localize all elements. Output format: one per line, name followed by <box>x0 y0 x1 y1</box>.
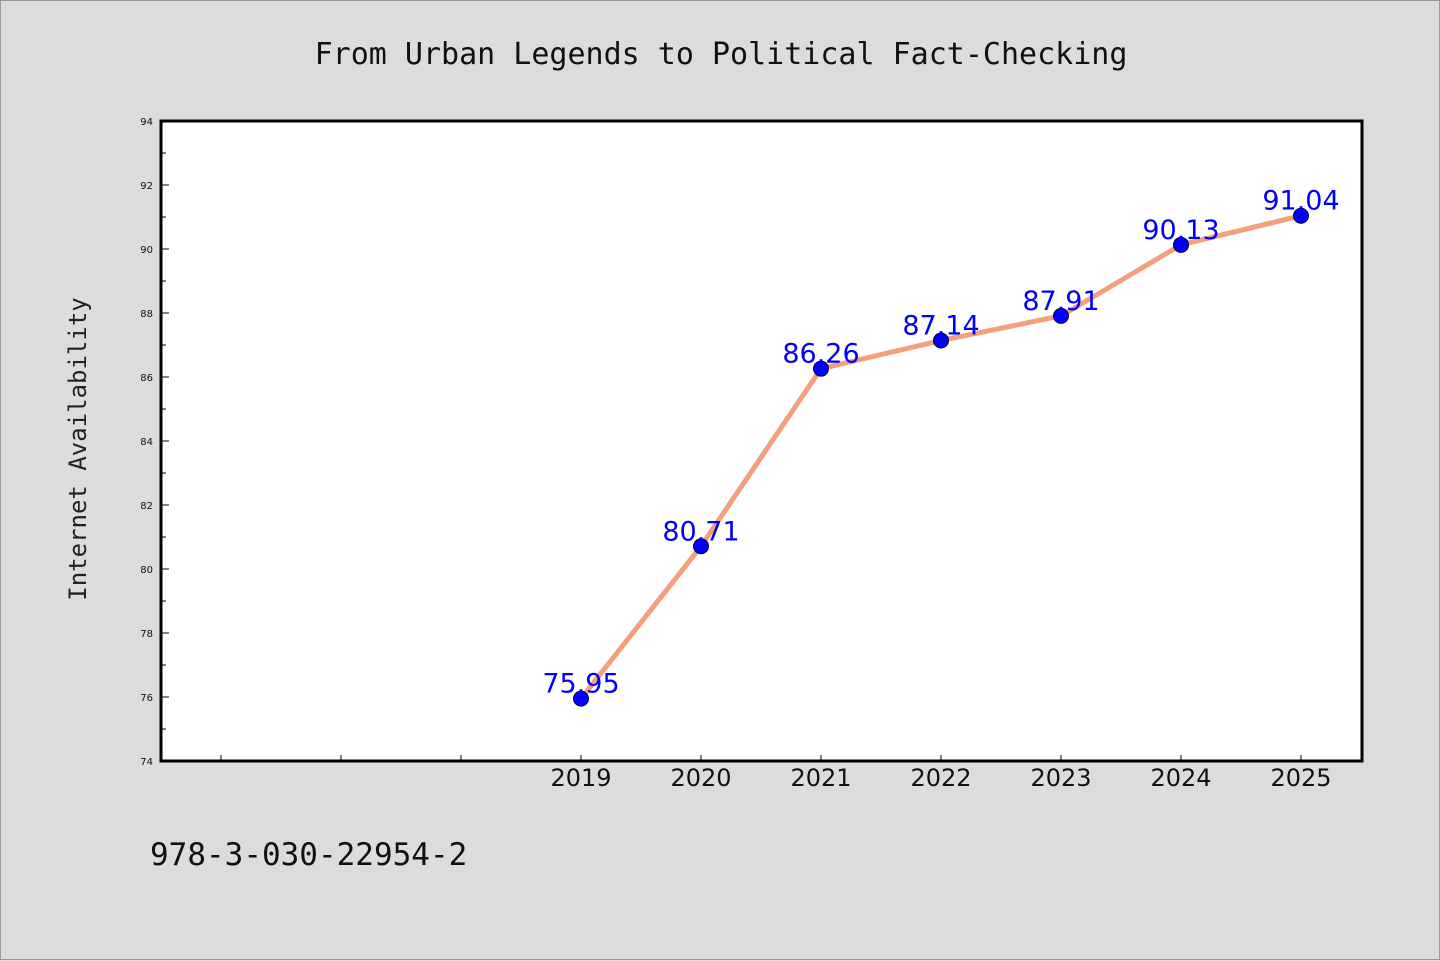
x-tick-label: 2023 <box>1030 764 1091 792</box>
data-label: 87.91 <box>1022 286 1099 317</box>
data-label: 87.14 <box>902 311 979 342</box>
data-point <box>573 690 589 707</box>
data-point <box>1173 236 1189 253</box>
footnote-isbn: 978-3-030-22954-2 <box>150 837 467 873</box>
data-point <box>933 332 949 349</box>
y-tick-label: 76 <box>140 693 153 704</box>
series-layer: 75.95 80.71 86.26 87.14 87.91 90.13 91.04 <box>542 186 1340 707</box>
x-tick-label: 2025 <box>1270 764 1331 792</box>
data-point <box>813 360 829 377</box>
data-point <box>1053 307 1069 324</box>
y-tick-label: 88 <box>140 309 153 320</box>
y-tick-label: 84 <box>140 437 153 448</box>
x-tick-label: 2024 <box>1150 764 1211 792</box>
x-tick-label: 2019 <box>550 764 611 792</box>
data-label: 80.71 <box>662 516 739 547</box>
x-tick-label: 2022 <box>910 764 971 792</box>
x-tick-label: 2021 <box>790 764 851 792</box>
y-tick-label: 90 <box>140 245 153 256</box>
data-label: 90.13 <box>1142 215 1219 246</box>
data-label: 91.04 <box>1262 186 1339 217</box>
data-point <box>1293 207 1309 224</box>
y-axis-label: Internet Availability <box>64 297 92 600</box>
x-tick-label: 2020 <box>670 764 731 792</box>
y-tick-label: 78 <box>140 629 153 640</box>
y-tick-label: 82 <box>140 501 153 512</box>
axis-ticks: 74 76 78 80 82 84 86 88 90 92 94 2019 2020 2021 2022 20… <box>140 117 1331 792</box>
y-tick-label: 86 <box>140 373 153 384</box>
y-tick-label: 80 <box>140 565 153 576</box>
y-tick-label: 92 <box>140 181 153 192</box>
data-label: 75.95 <box>542 669 619 700</box>
plot-area <box>161 121 1362 761</box>
plot-frame <box>159 119 1364 763</box>
data-label: 86.26 <box>782 339 859 370</box>
y-tick-label: 94 <box>140 117 153 128</box>
data-point <box>693 538 709 555</box>
y-tick-label: 74 <box>140 757 153 768</box>
chart-title: From Urban Legends to Political Fact-Che… <box>315 37 1128 72</box>
